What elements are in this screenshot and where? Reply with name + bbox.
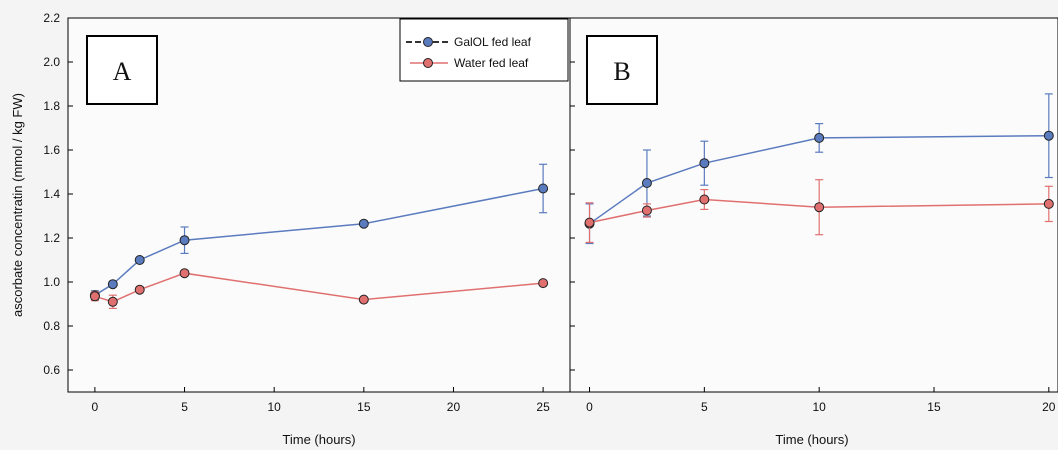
panel-a-galol-point <box>107 279 118 290</box>
panel-a-x-tick-label: 5 <box>181 400 188 414</box>
panel-a-series-water <box>89 268 549 309</box>
panel-b-x-tick-label: 0 <box>586 400 593 414</box>
legend-water-marker <box>423 58 433 68</box>
panel-b-series-water <box>584 179 1054 243</box>
panel-b-letter-box <box>586 35 658 105</box>
legend-galol-marker <box>423 37 433 47</box>
panel-b-water-point <box>699 194 710 205</box>
panel-b-x-tick-label: 20 <box>1042 400 1056 414</box>
panel-b-x-tick-label: 10 <box>812 400 826 414</box>
y-axis-title: ascorbate concentratin (mmol / kg FW) <box>10 93 25 317</box>
panel-a-water-point <box>107 296 118 307</box>
legend-box <box>399 18 569 82</box>
panel-a-galol-point <box>358 218 369 229</box>
panel-a-water-point <box>89 291 100 302</box>
panel-b-water-point <box>814 202 825 213</box>
panel-a-y-axis: 0.6 0.8 1.0 1.2 1.4 1.6 1.8 2.0 2.2 <box>43 11 73 377</box>
panel-a-x-tick-label: 10 <box>267 400 281 414</box>
panel-a-galol-point <box>538 183 549 194</box>
panel-b-galol-point <box>814 132 825 143</box>
panel-a-x-tick-label: 0 <box>92 400 99 414</box>
legend: GalOL fed leaf Water fed leaf <box>399 18 569 82</box>
y-tick-label: 2.0 <box>43 55 60 69</box>
panel-a-water-point <box>358 294 369 305</box>
y-tick-label: 0.6 <box>43 363 60 377</box>
panel-b-letter: B <box>613 57 630 86</box>
panel-a-water-point <box>179 268 190 279</box>
panel-b-x-axis-title: Time (hours) <box>775 432 848 447</box>
panel-b-water-point <box>1043 198 1054 209</box>
panel-a-letter: A <box>113 57 132 86</box>
legend-water-label: Water fed leaf <box>454 56 529 70</box>
y-tick-label: 1.2 <box>43 231 60 245</box>
legend-galol-label: GalOL fed leaf <box>454 35 532 49</box>
panel-a-x-tick-label: 15 <box>357 400 371 414</box>
panel-b-x-tick-label: 15 <box>927 400 941 414</box>
panel-b-water-point <box>584 217 595 228</box>
panel-b-y-axis <box>570 17 575 371</box>
panel-a-galol-point <box>134 255 145 265</box>
panel-a-x-tick-label: 20 <box>447 400 461 414</box>
panel-a-water-point <box>538 278 549 289</box>
panel-a: 0.6 0.8 1.0 1.2 1.4 1.6 1.8 2.0 2.2 0 5 10 15 20 25 A… <box>10 11 571 447</box>
y-tick-label: 1.6 <box>43 143 60 157</box>
panel-a-water-point <box>134 284 145 295</box>
panel-b-x-axis: 0 5 10 15 20 <box>586 387 1056 414</box>
y-tick-label: 1.4 <box>43 187 60 201</box>
panel-a-x-axis: 0 5 10 15 20 25 <box>92 387 550 414</box>
y-tick-label: 1.0 <box>43 275 60 289</box>
y-tick-label: 2.2 <box>43 11 60 25</box>
panel-b-galol-point <box>1043 130 1054 141</box>
panel-a-letter-box <box>86 35 158 105</box>
y-tick-label: 1.8 <box>43 99 60 113</box>
y-tick-label: 0.8 <box>43 319 60 333</box>
panel-b-galol-point <box>699 158 710 169</box>
panel-a-x-axis-title: Time (hours) <box>282 432 355 447</box>
panel-b-galol-point <box>641 178 652 188</box>
panel-a-x-tick-label: 25 <box>536 400 550 414</box>
panel-a-galol-point <box>179 235 190 246</box>
panel-b-water-point <box>641 205 652 216</box>
panel-b: 0 5 10 15 20 B Time (hours) <box>569 17 1058 447</box>
panel-b-x-tick-label: 5 <box>701 400 708 414</box>
